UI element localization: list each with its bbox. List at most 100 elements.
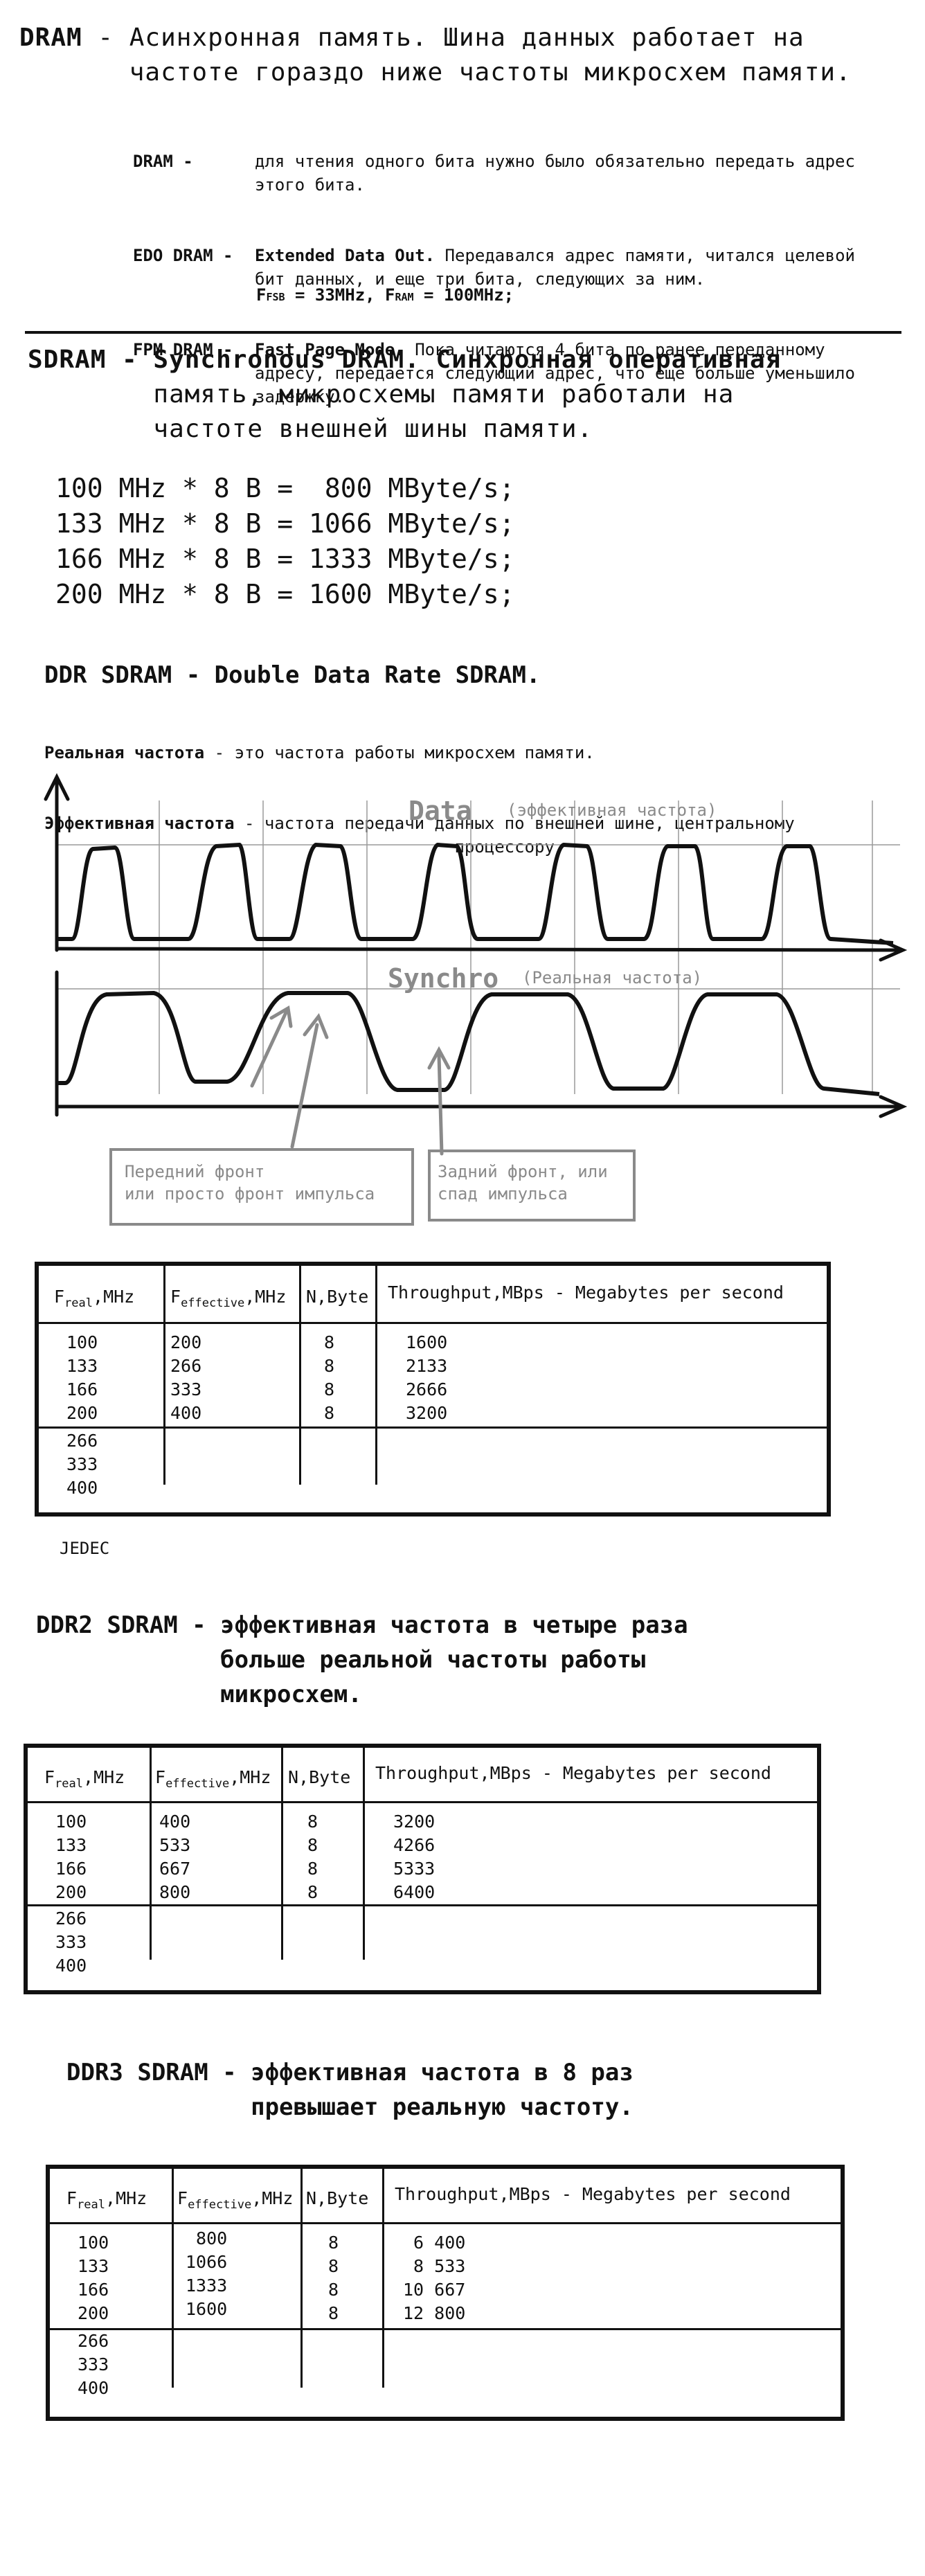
column-f-effective: 200 266 333 400: [170, 1332, 202, 1423]
def-body-text: для чтения одного бита нужно было обязат…: [255, 152, 855, 195]
ddr2-throughput-table: Freal,MHz Feffective,MHz N,Byte Throughp…: [24, 1744, 821, 1994]
table-separator: [39, 1426, 827, 1429]
def-term: FPM DRAM -: [133, 340, 233, 359]
table-header: [50, 2169, 841, 2224]
def-body: Extended Data Out. Передавался адрес пам…: [255, 244, 922, 291]
def-body: для чтения одного бита нужно было обязат…: [255, 150, 922, 197]
dram-heading-line-1: DRAM - Асинхронная память. Шина данных р…: [19, 24, 805, 52]
sdram-throughput-calculations: 100 MHz * 8 B = 800 MByte/s; 133 MHz * 8…: [55, 471, 514, 612]
column-divider: [382, 2169, 384, 2388]
def-body-bold: Extended Data Out.: [255, 246, 435, 265]
freq-value: = 100MHz;: [413, 285, 514, 305]
column-divider: [163, 1266, 165, 1485]
calc-line: 200 MHz * 8 B = 1600 MByte/s;: [55, 579, 515, 609]
ddr2-heading-line-3: микросхем.: [36, 1681, 362, 1708]
column-f-real-extra: 266 333 400: [78, 2331, 109, 2398]
header-throughput: Throughput,MBps - Megabytes per second: [375, 1763, 771, 1783]
def-real-frequency: Реальная частота - это частота работы ми…: [44, 741, 903, 764]
header-f-effective: Feffective,MHz: [155, 1767, 271, 1791]
calc-line: 166 MHz * 8 B = 1333 MByte/s;: [55, 544, 515, 574]
ddr-timing-diagram: Data (эффективная частота) Synchro (Реал…: [44, 773, 908, 1156]
column-throughput: 3200 4266 5333 6400: [393, 1812, 435, 1902]
header-f-real: Freal,MHz: [66, 2188, 147, 2212]
ddr2-heading-line-2: больше реальной частоты работы: [36, 1646, 646, 1674]
dram-heading: DRAM - Асинхронная память. Шина данных р…: [19, 21, 919, 90]
header-n-byte: N,Byte: [288, 1767, 351, 1787]
column-f-effective: 400 533 667 800: [159, 1812, 191, 1902]
freq-value: = 33MHz,: [285, 285, 386, 305]
jedec-label: JEDEC: [60, 1539, 110, 1558]
sdram-heading-line-1: SDRAM - Synchronous DRAM. Синхронная опе…: [28, 346, 782, 374]
column-f-real: 100 133 166 200: [55, 1812, 87, 1902]
sdram-heading-line-3: частоте внешней шины памяти.: [28, 415, 593, 443]
def-term: Эффективная частота: [44, 814, 235, 833]
diagram-axes: [44, 773, 908, 1118]
ddr3-heading-line-1: DDR3 SDRAM - эффективная частота в 8 раз: [66, 2059, 634, 2086]
def-body-text: Пока читаются 4 бита по ранее переданном…: [255, 340, 855, 406]
table-header: [39, 1266, 827, 1324]
header-n-byte: N,Byte: [306, 2188, 369, 2208]
header-throughput: Throughput,MBps - Megabytes per second: [395, 2184, 791, 2204]
synchro-label-note: (Реальная частота): [522, 968, 702, 987]
column-throughput: 1600 2133 2666 3200: [406, 1332, 448, 1423]
ddr3-heading: DDR3 SDRAM - эффективная частота в 8 раз…: [66, 2055, 634, 2125]
column-f-real: 100 133 166 200: [78, 2233, 109, 2323]
column-f-real: 100 133 166 200: [66, 1332, 98, 1423]
column-f-effective: 800 1066 1333 1600: [186, 2228, 228, 2319]
diagram-grid: [55, 800, 900, 1094]
falling-edge-note: Задний фронт, или спад импульса: [428, 1150, 636, 1222]
synchro-label: Synchro: [388, 963, 499, 994]
freq-symbol: F: [256, 285, 267, 305]
ddr2-heading: DDR2 SDRAM - эффективная частота в четыр…: [36, 1608, 688, 1712]
column-divider: [375, 1266, 377, 1485]
synchro-waveform: [57, 991, 880, 1096]
header-f-real: Freal,MHz: [44, 1767, 125, 1791]
ddr2-heading-line-1: DDR2 SDRAM - эффективная частота в четыр…: [36, 1611, 688, 1639]
ddr-throughput-table: Freal,MHz Feffective,MHz N,Byte Throughp…: [35, 1262, 831, 1517]
def-body: - частота передачи данных по внешней шин…: [244, 814, 795, 857]
data-waveform: [57, 843, 894, 945]
def-edo-dram: EDO DRAM - Extended Data Out. Передавалс…: [133, 244, 922, 291]
data-label-note: (эффективная частота): [507, 800, 717, 820]
fsb-ram-frequency: FFSB = 33MHz, FRAM = 100MHz;: [256, 285, 514, 305]
freq-symbol: F: [385, 285, 395, 305]
column-divider: [150, 1748, 152, 1960]
column-n-byte: 8 8 8 8: [307, 1812, 318, 1902]
def-body: Fast Page Mode. Пока читаются 4 бита по …: [255, 338, 922, 409]
dram-definitions: DRAM - для чтения одного бита нужно было…: [133, 102, 922, 432]
column-throughput: 6 400 8 533 10 667 12 800: [403, 2233, 466, 2323]
header-f-effective: Feffective,MHz: [170, 1287, 287, 1310]
ddr-definitions: Реальная частота - это частота работы ми…: [44, 694, 903, 882]
column-f-real-extra: 266 333 400: [55, 1908, 87, 1976]
def-effective-frequency: Эффективная частота - частота передачи д…: [44, 812, 903, 859]
column-n-byte: 8 8 8 8: [324, 1332, 335, 1423]
ddr3-throughput-table: Freal,MHz Feffective,MHz N,Byte Throughp…: [46, 2165, 845, 2421]
table-separator: [28, 1904, 817, 1906]
def-dram: DRAM - для чтения одного бита нужно было…: [133, 150, 922, 197]
ddr3-heading-line-2: превышает реальную частоту.: [66, 2093, 634, 2121]
calc-line: 100 MHz * 8 B = 800 MByte/s;: [55, 473, 515, 503]
table-separator: [50, 2328, 841, 2330]
header-f-effective: Feffective,MHz: [177, 2188, 294, 2212]
edge-arrows: [250, 1005, 451, 1156]
section-divider: [25, 331, 901, 334]
sdram-heading: SDRAM - Synchronous DRAM. Синхронная опе…: [28, 343, 921, 447]
header-n-byte: N,Byte: [306, 1287, 369, 1307]
data-label: Data: [408, 796, 472, 826]
column-divider: [300, 2169, 303, 2388]
column-f-real-extra: 266 333 400: [66, 1431, 98, 1498]
def-term: EDO DRAM -: [133, 246, 233, 265]
def-body-text: Передавался адрес памяти, читался целево…: [255, 246, 855, 289]
column-divider: [281, 1748, 283, 1960]
rising-edge-note: Передний фронт или просто фронт импульса: [109, 1148, 414, 1226]
def-term: Реальная частота: [44, 743, 205, 762]
freq-subscript: FSB: [266, 291, 285, 303]
header-throughput: Throughput,MBps - Megabytes per second: [388, 1282, 784, 1303]
def-body: - это частота работы микросхем памяти.: [204, 743, 595, 762]
def-term: DRAM -: [133, 152, 193, 171]
ddr-heading: DDR SDRAM - Double Data Rate SDRAM.: [44, 661, 541, 689]
header-f-real: Freal,MHz: [54, 1287, 135, 1310]
column-n-byte: 8 8 8 8: [328, 2233, 339, 2323]
dram-heading-line-2: частоте гораздо ниже частоты микросхем п…: [19, 58, 852, 87]
sdram-heading-line-2: память, микросхемы памяти работали на: [28, 380, 735, 409]
